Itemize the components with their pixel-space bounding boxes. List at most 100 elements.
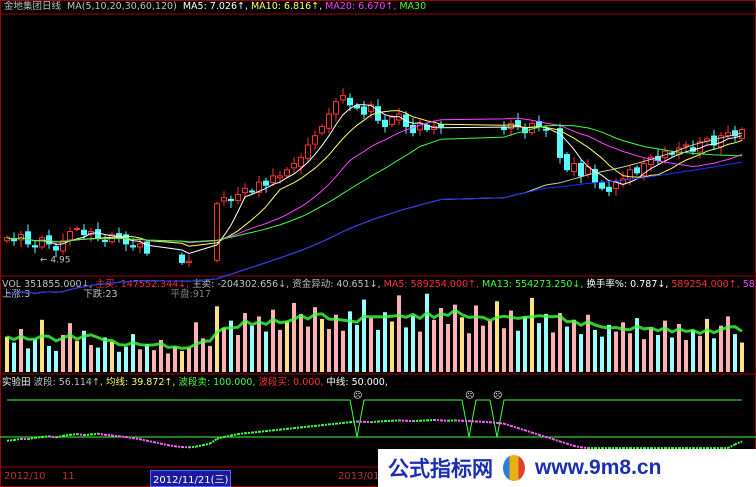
wave-segment xyxy=(566,442,575,447)
wave-segment xyxy=(167,444,176,448)
volume-bar xyxy=(733,334,737,372)
volume-bar xyxy=(61,334,65,372)
header-value: MA20: 6.670↑, xyxy=(325,1,397,12)
volume-bar xyxy=(96,347,100,372)
volume-bar xyxy=(607,324,611,372)
candle xyxy=(571,163,577,173)
volume-bar xyxy=(187,347,191,372)
volume-bar xyxy=(579,334,583,372)
candle xyxy=(116,233,122,239)
header-value: 下跌:23 xyxy=(83,289,118,300)
header-value: 波段买: 0.000, xyxy=(258,377,324,388)
volume-bar xyxy=(306,326,310,372)
sell-line xyxy=(7,399,742,438)
candle xyxy=(4,237,10,242)
volume-bar xyxy=(159,340,163,372)
face-icon: ☹ xyxy=(353,390,362,401)
wave-segment xyxy=(90,432,99,436)
volume-bar xyxy=(537,323,541,372)
wave-segment xyxy=(69,433,78,436)
volume-bar xyxy=(572,319,576,372)
header-value: 主买: 147552.344↓, xyxy=(95,279,190,290)
volume-bar xyxy=(222,328,226,372)
ma60-line xyxy=(6,132,743,295)
volume-bar xyxy=(40,319,44,372)
wave-segment xyxy=(545,436,554,441)
volume-bar xyxy=(726,316,730,372)
wave-segment xyxy=(27,436,36,441)
volume-bar xyxy=(110,341,114,372)
wave-segment xyxy=(580,446,589,450)
volume-bar xyxy=(264,331,268,372)
candle xyxy=(291,163,297,169)
wave-segment xyxy=(552,438,561,443)
wave-segment xyxy=(132,437,141,441)
candle xyxy=(648,156,654,165)
candle xyxy=(249,190,255,193)
candle xyxy=(186,260,192,263)
stock-title: 金地集团日线 xyxy=(4,1,62,12)
main-header: 金地集团日线 MA(5,10,20,30,60,120) MA5: 7.026↑… xyxy=(4,1,432,13)
volume-bar xyxy=(236,334,240,372)
volume-bar xyxy=(684,340,688,372)
candle xyxy=(235,193,241,202)
wave-segment xyxy=(727,443,736,449)
wave-segment xyxy=(153,441,162,445)
volume-bar xyxy=(488,320,492,372)
volume-bar xyxy=(432,319,436,372)
volume-bar xyxy=(418,331,422,372)
candle xyxy=(53,246,59,251)
wave-segment xyxy=(328,422,337,426)
time-label: 2012/10 xyxy=(4,471,46,482)
volume-bar xyxy=(89,345,93,372)
candle xyxy=(130,245,136,248)
wave-segment xyxy=(265,429,274,433)
candle xyxy=(39,237,45,248)
wave-segment xyxy=(251,430,260,434)
wave-segment xyxy=(174,445,183,448)
wave-segment xyxy=(62,433,71,437)
ma20-line xyxy=(6,117,743,244)
candle xyxy=(319,125,325,134)
wave-segment xyxy=(104,433,113,437)
volume-bar xyxy=(208,345,212,372)
candle xyxy=(102,239,108,242)
candle xyxy=(277,175,283,179)
volume-bar xyxy=(691,329,695,372)
header-value: 均线: 39.872↑, xyxy=(105,377,176,388)
volume-bar xyxy=(719,325,723,372)
header-value: 主卖: -204302.656↓, xyxy=(192,279,290,290)
volume-bar xyxy=(544,313,548,372)
volume-header: VOL 351855.000↓, 主买: 147552.344↓, 主卖: -204… xyxy=(2,279,756,291)
volume-bar xyxy=(614,331,618,372)
volume-bar xyxy=(47,345,51,372)
candle xyxy=(312,135,318,145)
volume-bar xyxy=(453,304,457,372)
volume-bar xyxy=(250,325,254,372)
watermark-text: 公式指标网 xyxy=(388,457,493,481)
candle xyxy=(137,243,143,248)
wave-segment xyxy=(489,421,498,424)
candle xyxy=(354,105,360,109)
candle xyxy=(368,104,374,112)
header-value: 58925 xyxy=(742,279,756,290)
volume-bar xyxy=(327,329,331,372)
volume-bar xyxy=(740,342,744,372)
volume-bar xyxy=(82,330,86,372)
header-value: MA5: 7.026↑, xyxy=(182,1,248,12)
candle xyxy=(508,122,514,130)
header-value: 平盘:917 xyxy=(170,289,211,300)
volume-bar xyxy=(663,320,667,372)
candle xyxy=(305,144,311,159)
header-value: 换手率%: 0.787↓, xyxy=(586,279,669,290)
volume-bar xyxy=(474,305,478,372)
wave-segment xyxy=(48,435,57,439)
candle xyxy=(606,186,612,192)
candle xyxy=(179,254,185,263)
candle xyxy=(347,97,353,106)
wave-segment xyxy=(321,423,330,427)
candle xyxy=(284,169,290,177)
volume-bar xyxy=(698,335,702,372)
wave-segment xyxy=(244,431,253,435)
